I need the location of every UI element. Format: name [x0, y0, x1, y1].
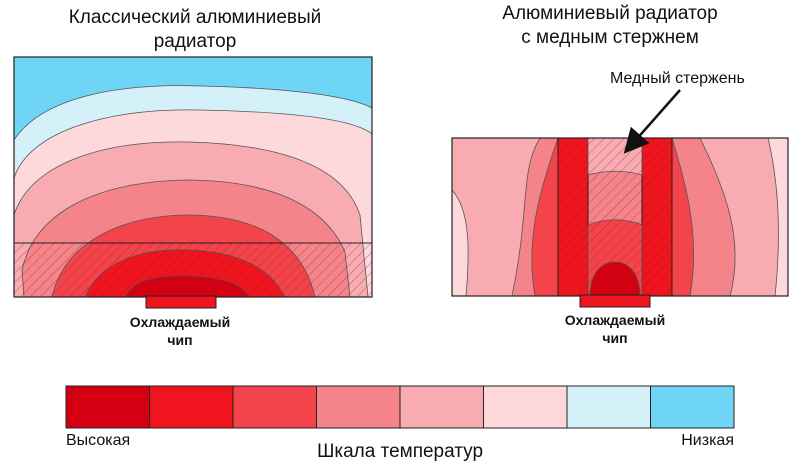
- scale-swatch: [566, 385, 651, 429]
- scale-swatch: [399, 385, 484, 429]
- left-title-line1: Классический алюминиевый: [68, 7, 322, 28]
- right-zone-right-edge: [767, 138, 788, 296]
- left-heatsink: [13, 56, 373, 309]
- scale-low-label: Низкая: [681, 432, 734, 449]
- scale-swatch: [650, 385, 735, 429]
- left-chip: [145, 295, 217, 309]
- scale-title: Шкала температур: [316, 441, 484, 462]
- copper-rod-label: Медный стержень: [610, 70, 745, 87]
- scale-swatch: [483, 385, 568, 429]
- copper-rod-arrow: [623, 89, 681, 154]
- scale-swatch: [65, 385, 150, 429]
- left-diagram-title: Классический алюминиевый радиатор: [0, 6, 390, 54]
- temperature-scale-bar: [65, 385, 735, 429]
- left-chip-label-line2: чип: [167, 332, 193, 348]
- right-chip: [579, 294, 651, 308]
- left-chip-label-line1: Охлаждаемый: [129, 314, 231, 330]
- scale-swatch: [149, 385, 234, 429]
- left-title-line2: радиатор: [153, 31, 237, 52]
- scale-high-label: Высокая: [66, 432, 131, 449]
- right-title-line2: с медным стержнем: [521, 27, 699, 48]
- right-diagram-title: Алюминиевый радиатор с медным стержнем: [440, 2, 780, 50]
- right-heatsink: [451, 89, 789, 308]
- left-base-plate-hatch: [14, 243, 372, 297]
- copper-rod-hatch: [558, 138, 672, 296]
- scale-swatch: [232, 385, 317, 429]
- right-chip-label-line1: Охлаждаемый: [564, 312, 666, 328]
- scale-swatch: [316, 385, 401, 429]
- left-chip-label: Охлаждаемый чип: [95, 313, 265, 349]
- right-chip-label: Охлаждаемый чип: [530, 311, 700, 347]
- right-title-line1: Алюминиевый радиатор: [502, 3, 718, 24]
- right-chip-label-line2: чип: [602, 330, 628, 346]
